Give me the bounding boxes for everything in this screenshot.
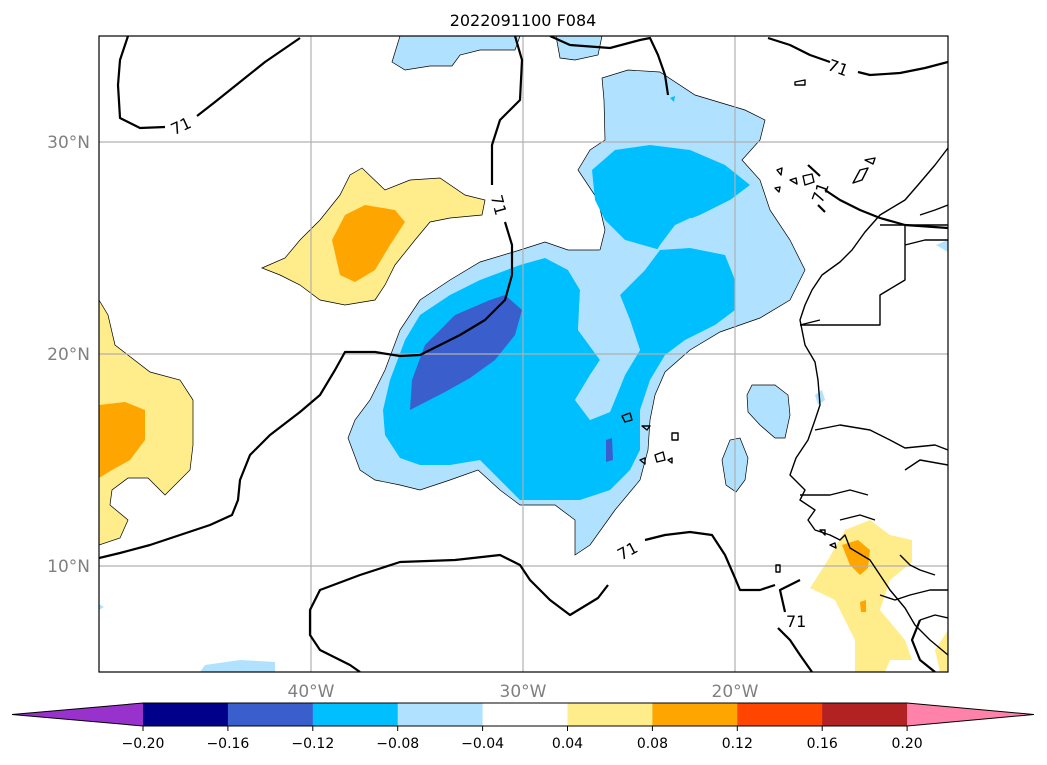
anomaly-neg-light-notch: [568, 240, 660, 420]
colorbar-segment: [482, 703, 568, 726]
colorbar-segment: [312, 703, 399, 726]
lon-label-20w: 20°W: [712, 682, 759, 702]
coastlines: [621, 79, 948, 656]
colorbar-tick-label: 0.20: [892, 736, 923, 752]
colorbar-tick-label: 0.16: [807, 736, 838, 752]
colorbar-tick-label: −0.12: [291, 736, 334, 752]
anomaly-neg-mid-central: [383, 145, 750, 500]
grid-lines: [99, 36, 948, 672]
anomaly-pos-west: [99, 299, 194, 546]
map-area: 71 71 71 71 71 71: [99, 36, 948, 672]
anomaly-neg-canary: [746, 384, 791, 439]
anomaly-neg-strong-core: [410, 295, 522, 410]
colorbar-tick-label: −0.08: [376, 736, 419, 752]
colorbar-segment: [143, 703, 229, 726]
contour-lines: [99, 36, 948, 672]
anomaly-neg-light-notch2: [675, 200, 735, 225]
lat-label-30n: 30°N: [47, 133, 90, 153]
anomaly-pos-west-core: [99, 402, 145, 478]
colorbar: −0.20 −0.16 −0.12 −0.08 −0.04 0.04 0.08 0.12 0.1…: [11, 702, 1035, 752]
map-frame: [98, 35, 949, 673]
anomaly-neg-left-dot: [99, 604, 104, 610]
anomaly-pos-southeast: [935, 630, 948, 672]
lat-label-10n: 10°N: [47, 557, 90, 577]
lon-label-30w: 30°W: [500, 682, 547, 702]
colorbar-extend-low: [12, 703, 143, 726]
anomaly-pos-north-core: [332, 205, 405, 282]
anomaly-neg-north-3: [670, 96, 675, 102]
colorbar-tick-label: 0.04: [552, 736, 583, 752]
colorbar-tick-label: −0.04: [461, 736, 504, 752]
contour-label-se: 71: [786, 612, 806, 631]
colorbar-tick-label: 0.08: [637, 736, 668, 752]
anomaly-neg-east-edge: [936, 240, 948, 252]
colorbar-tick-label: −0.20: [122, 736, 165, 752]
colorbar-segment: [227, 703, 314, 726]
colorbar-segment: [737, 703, 823, 726]
colorbar-tick-label: 0.12: [722, 736, 753, 752]
anomaly-neg-north-2: [555, 36, 603, 61]
contour-label-center: 71: [487, 193, 511, 218]
colorbar-segment: [397, 703, 484, 726]
colorbar-tick-label: −0.16: [206, 736, 249, 752]
lon-label-40w: 40°W: [288, 682, 335, 702]
lat-label-20n: 20°N: [47, 345, 90, 365]
colorbar-segment: [822, 703, 908, 726]
colorbar-segment: [567, 703, 653, 726]
anomaly-pos-africa: [810, 520, 912, 672]
map-title: 2022091100 F084: [450, 11, 597, 30]
anomaly-neg-south-edge: [200, 660, 275, 672]
anomaly-neg-strong-small: [606, 438, 613, 462]
colorbar-segment: [652, 703, 738, 726]
anomaly-neg-north-1: [391, 36, 521, 71]
colorbar-extend-high: [907, 703, 1034, 726]
anomaly-pos-africa-dot: [860, 600, 866, 612]
